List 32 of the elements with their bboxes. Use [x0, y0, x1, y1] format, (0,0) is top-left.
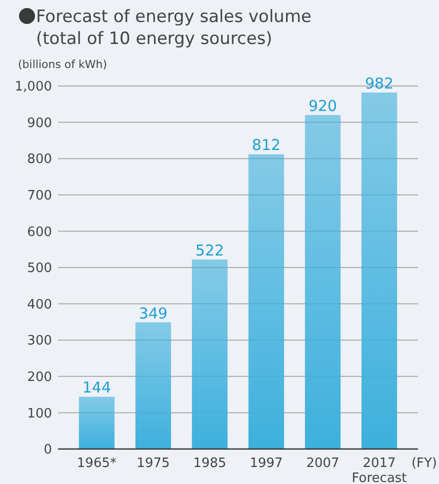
y-tick-label: 800	[27, 152, 52, 168]
y-tick-label: 100	[27, 406, 52, 422]
x-tick-label: 1997	[250, 456, 283, 471]
y-tick-label: 400	[27, 297, 52, 312]
x-tick-label: 2007	[306, 456, 340, 471]
data-label: 522	[195, 242, 224, 260]
y-tick-label: 300	[27, 334, 52, 349]
y-tick-label: 900	[27, 116, 52, 131]
bar	[192, 260, 228, 449]
bar	[361, 92, 398, 449]
bar	[304, 115, 341, 449]
data-label: 349	[138, 304, 168, 322]
bar	[135, 322, 172, 449]
chart-title: Forecast of energy sales volume (total of 10 energy sources)	[36, 7, 312, 49]
y-tick-label: 700	[27, 188, 52, 204]
y-tick-label: 600	[27, 224, 52, 240]
x-tick-label: 1985	[193, 456, 226, 471]
x-axis-title: (FY)	[411, 456, 437, 471]
data-label: 920	[308, 97, 338, 116]
data-label: 144	[82, 378, 112, 397]
bar	[248, 154, 284, 449]
y-tick-label: 500	[27, 261, 52, 276]
x-tick-label: 1965*	[76, 456, 117, 471]
y-tick-label: 1,000	[14, 80, 52, 95]
y-tick-label: 0	[44, 442, 52, 458]
bar	[78, 396, 115, 449]
x-tick-label: 2017 Forecast	[352, 456, 407, 484]
data-label: 812	[252, 136, 281, 154]
data-label: 982	[364, 74, 394, 93]
y-axis-title: (billions of kWh)	[18, 58, 108, 71]
y-tick-label: 200	[27, 370, 52, 385]
x-tick-label: 1975	[136, 456, 170, 471]
